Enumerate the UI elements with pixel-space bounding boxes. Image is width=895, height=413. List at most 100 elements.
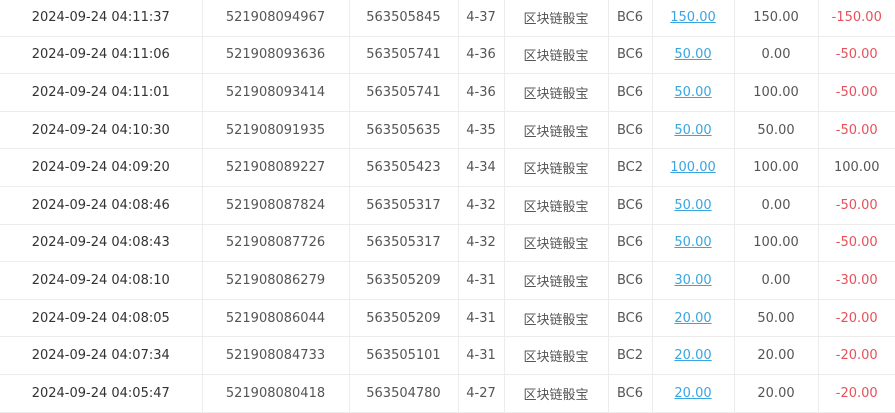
valid-amount-cell: 0.00: [734, 186, 819, 225]
profit-cell: -50.00: [818, 73, 895, 112]
time-cell: 2024-09-24 04:08:10: [0, 261, 203, 300]
valid-amount-cell: 50.00: [734, 111, 819, 150]
table-row: 2024-09-24 04:11:06 521908093636 563505741…: [0, 36, 895, 75]
bet-amount-cell: 50.00: [652, 73, 735, 112]
round-cell: 4-31: [458, 261, 505, 300]
bet-amount-link[interactable]: 50.00: [674, 47, 712, 63]
issue-cell: 563505635: [349, 111, 459, 150]
profit-cell: -50.00: [818, 224, 895, 263]
game-cell: 区块链骰宝: [504, 148, 609, 187]
bet-amount-link[interactable]: 20.00: [674, 385, 712, 401]
round-cell: 4-27: [458, 374, 505, 413]
profit-cell: -50.00: [818, 186, 895, 225]
bet-amount-cell: 100.00: [652, 148, 735, 187]
order-id-cell: 521908089227: [202, 148, 350, 187]
profit-cell: 100.00: [818, 148, 895, 187]
play-cell: BC6: [608, 224, 653, 263]
profit-cell: -50.00: [818, 36, 895, 75]
round-cell: 4-31: [458, 336, 505, 375]
game-cell: 区块链骰宝: [504, 0, 609, 37]
bet-amount-link[interactable]: 150.00: [670, 9, 716, 25]
valid-amount-cell: 0.00: [734, 36, 819, 75]
play-cell: BC6: [608, 73, 653, 112]
issue-cell: 563505101: [349, 336, 459, 375]
valid-amount-cell: 20.00: [734, 336, 819, 375]
play-cell: BC6: [608, 36, 653, 75]
round-cell: 4-32: [458, 186, 505, 225]
valid-amount-cell: 150.00: [734, 0, 819, 37]
table-row: 2024-09-24 04:10:30 521908091935 563505635…: [0, 111, 895, 150]
table-row: 2024-09-24 04:08:10 521908086279 563505209…: [0, 261, 895, 300]
game-cell: 区块链骰宝: [504, 261, 609, 300]
table-row: 2024-09-24 04:05:47 521908080418 563504780…: [0, 374, 895, 413]
time-cell: 2024-09-24 04:11:37: [0, 0, 203, 37]
game-cell: 区块链骰宝: [504, 73, 609, 112]
round-cell: 4-34: [458, 148, 505, 187]
game-cell: 区块链骰宝: [504, 36, 609, 75]
profit-cell: -30.00: [818, 261, 895, 300]
issue-cell: 563505209: [349, 299, 459, 338]
table-row: 2024-09-24 04:11:37 521908094967 563505845…: [0, 0, 895, 37]
round-cell: 4-32: [458, 224, 505, 263]
time-cell: 2024-09-24 04:07:34: [0, 336, 203, 375]
valid-amount-cell: 50.00: [734, 299, 819, 338]
play-cell: BC6: [608, 186, 653, 225]
valid-amount-cell: 0.00: [734, 261, 819, 300]
issue-cell: 563505317: [349, 224, 459, 263]
valid-amount-cell: 100.00: [734, 224, 819, 263]
bet-amount-cell: 50.00: [652, 186, 735, 225]
play-cell: BC6: [608, 261, 653, 300]
order-id-cell: 521908093636: [202, 36, 350, 75]
bet-amount-link[interactable]: 100.00: [670, 160, 716, 176]
order-id-cell: 521908094967: [202, 0, 350, 37]
table-row: 2024-09-24 04:08:46 521908087824 563505317…: [0, 186, 895, 225]
game-cell: 区块链骰宝: [504, 224, 609, 263]
profit-cell: -20.00: [818, 336, 895, 375]
order-id-cell: 521908091935: [202, 111, 350, 150]
order-id-cell: 521908084733: [202, 336, 350, 375]
bet-amount-link[interactable]: 50.00: [674, 197, 712, 213]
time-cell: 2024-09-24 04:05:47: [0, 374, 203, 413]
bet-amount-cell: 50.00: [652, 36, 735, 75]
order-id-cell: 521908086279: [202, 261, 350, 300]
order-id-cell: 521908087824: [202, 186, 350, 225]
order-id-cell: 521908087726: [202, 224, 350, 263]
bet-amount-link[interactable]: 50.00: [674, 122, 712, 138]
issue-cell: 563505209: [349, 261, 459, 300]
game-cell: 区块链骰宝: [504, 111, 609, 150]
round-cell: 4-36: [458, 73, 505, 112]
play-cell: BC2: [608, 336, 653, 375]
bet-amount-link[interactable]: 20.00: [674, 348, 712, 364]
valid-amount-cell: 20.00: [734, 374, 819, 413]
game-cell: 区块链骰宝: [504, 299, 609, 338]
bet-amount-cell: 150.00: [652, 0, 735, 37]
issue-cell: 563505741: [349, 73, 459, 112]
profit-cell: -20.00: [818, 299, 895, 338]
issue-cell: 563505423: [349, 148, 459, 187]
bet-amount-cell: 20.00: [652, 336, 735, 375]
bet-amount-link[interactable]: 20.00: [674, 310, 712, 326]
table-row: 2024-09-24 04:09:20 521908089227 563505423…: [0, 148, 895, 187]
table-row: 2024-09-24 04:08:05 521908086044 563505209…: [0, 299, 895, 338]
time-cell: 2024-09-24 04:08:43: [0, 224, 203, 263]
bet-amount-link[interactable]: 50.00: [674, 235, 712, 251]
round-cell: 4-37: [458, 0, 505, 37]
round-cell: 4-31: [458, 299, 505, 338]
issue-cell: 563504780: [349, 374, 459, 413]
time-cell: 2024-09-24 04:10:30: [0, 111, 203, 150]
issue-cell: 563505845: [349, 0, 459, 37]
profit-cell: -20.00: [818, 374, 895, 413]
order-id-cell: 521908080418: [202, 374, 350, 413]
game-cell: 区块链骰宝: [504, 336, 609, 375]
order-id-cell: 521908086044: [202, 299, 350, 338]
table-row: 2024-09-24 04:11:01 521908093414 563505741…: [0, 73, 895, 112]
bet-amount-cell: 50.00: [652, 111, 735, 150]
bet-amount-link[interactable]: 50.00: [674, 84, 712, 100]
bet-amount-cell: 50.00: [652, 224, 735, 263]
bet-amount-link[interactable]: 30.00: [674, 272, 712, 288]
play-cell: BC6: [608, 374, 653, 413]
play-cell: BC6: [608, 111, 653, 150]
issue-cell: 563505741: [349, 36, 459, 75]
time-cell: 2024-09-24 04:08:46: [0, 186, 203, 225]
time-cell: 2024-09-24 04:11:06: [0, 36, 203, 75]
